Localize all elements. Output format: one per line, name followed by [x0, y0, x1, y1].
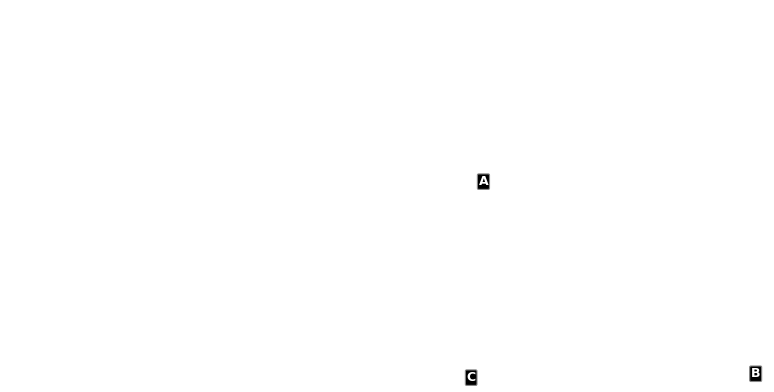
Text: C: C: [467, 371, 476, 384]
Text: A: A: [478, 175, 488, 188]
Text: B: B: [751, 367, 760, 380]
Text: Jun 2019: Jun 2019: [417, 14, 486, 28]
